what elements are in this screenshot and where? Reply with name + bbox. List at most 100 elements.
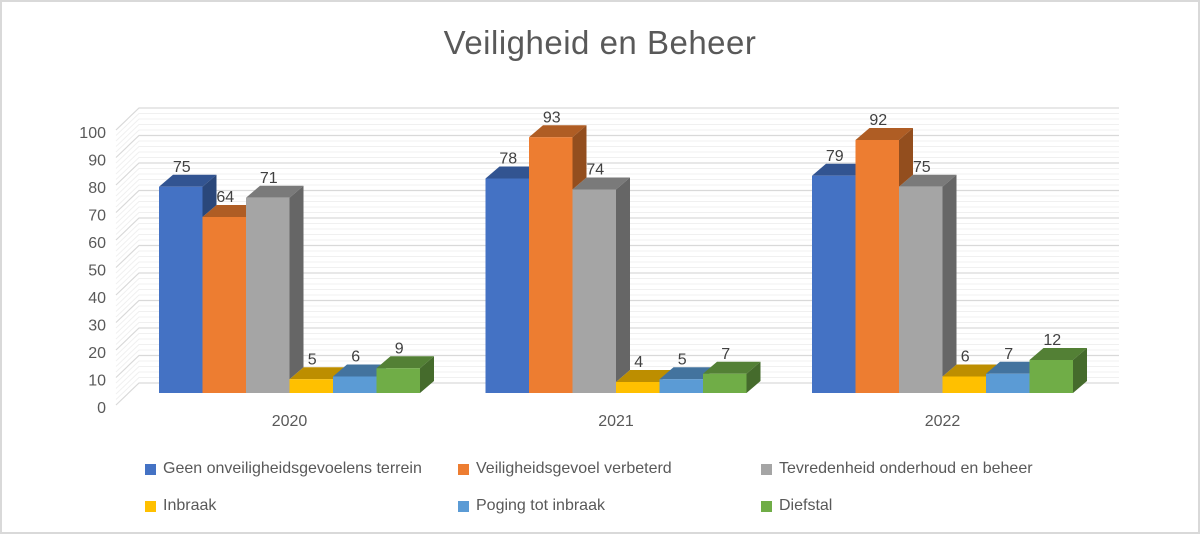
- bar-2020-veiligheidsgevoel-verbeterd: [202, 205, 260, 393]
- major-gridline: [115, 299, 1119, 323]
- bar-2021-tevredenheid-onderhoud-en-beheer: [572, 177, 630, 393]
- legend-swatch: [761, 500, 772, 512]
- legend-item-tevredenheid-onderhoud-en-beheer: Tevredenheid onderhoud en beheer: [761, 460, 1155, 478]
- minor-gridline: [115, 140, 1119, 164]
- minor-gridline: [115, 212, 1119, 235]
- bar-front-face: [529, 137, 573, 393]
- minor-gridline: [115, 371, 1119, 395]
- data-label: 75: [913, 159, 931, 176]
- legend-label: Diefstal: [779, 497, 833, 514]
- minor-gridline: [115, 311, 1119, 334]
- bar-top-face: [376, 356, 434, 369]
- minor-gridline: [115, 168, 1119, 191]
- legend: Geen onveiligheidsgevoelens terrein Veili…: [145, 460, 1155, 515]
- bar-front-face: [246, 197, 290, 393]
- bar-2022-poging-tot-inbraak: [986, 361, 1044, 393]
- legend-label: Tevredenheid onderhoud en beheer: [779, 460, 1033, 477]
- bar-group-2020: 75 64 71 5 6 9: [159, 159, 434, 393]
- bar-front-face: [703, 373, 747, 393]
- data-label: 71: [260, 170, 278, 187]
- bar-front-face: [289, 379, 333, 393]
- major-gridline: [115, 244, 1119, 268]
- x-category-label: 2022: [925, 413, 961, 430]
- y-tick-label: 20: [88, 345, 106, 362]
- bar-front-face: [333, 376, 377, 393]
- bar-front-face: [376, 368, 420, 393]
- bar-2022-veiligheidsgevoel-verbeterd: [855, 128, 913, 393]
- y-tick-label: 30: [88, 318, 106, 335]
- major-gridlines: [115, 107, 1119, 406]
- minor-gridline: [115, 124, 1119, 147]
- y-tick-label: 40: [88, 290, 106, 307]
- y-tick-label: 90: [88, 153, 106, 170]
- x-category-label: 2020: [272, 413, 308, 430]
- y-axis-tick-labels: 0 10 20 30 40 50 60 70 80 90 100: [79, 125, 106, 417]
- minor-gridline: [115, 113, 1119, 136]
- legend-swatch: [761, 463, 772, 475]
- bar-side-face: [616, 177, 630, 382]
- legend-swatch: [458, 463, 469, 475]
- minor-gridline: [115, 294, 1119, 318]
- bar-front-face: [159, 186, 203, 393]
- minor-gridline: [115, 305, 1119, 329]
- major-gridline: [115, 162, 1119, 186]
- data-label: 7: [721, 346, 730, 363]
- minor-gridline: [115, 195, 1119, 219]
- bar-side-face: [289, 185, 304, 380]
- minor-gridline: [115, 201, 1119, 224]
- bar-top-face: [942, 364, 1000, 377]
- legend-label: Inbraak: [163, 497, 217, 514]
- data-label: 9: [395, 340, 404, 357]
- minor-gridline: [115, 289, 1119, 312]
- x-category-label: 2021: [598, 413, 634, 430]
- minor-gridline: [115, 157, 1119, 180]
- data-label: 64: [216, 189, 234, 206]
- bar-top-face: [333, 364, 391, 377]
- bar-front-face: [986, 373, 1030, 393]
- minor-gridline: [115, 256, 1119, 279]
- minor-gridline: [115, 349, 1119, 373]
- bar-top-face: [812, 163, 870, 176]
- minor-gridline: [115, 151, 1119, 175]
- minor-gridline: [115, 250, 1119, 274]
- bar-side-face: [1073, 348, 1087, 393]
- bar-front-face: [899, 186, 943, 393]
- legend-item-veiligheidsgevoel-verbeterd: Veiligheidsgevoel verbeterd: [458, 460, 761, 478]
- bar-side-face: [420, 356, 434, 393]
- bar-2022-geen-onveiligheidsgevoelens-terrein: [812, 163, 870, 393]
- minor-gridline: [115, 118, 1119, 142]
- bar-front-face: [202, 217, 246, 393]
- data-label: 6: [351, 349, 360, 366]
- legend-label: Poging tot inbraak: [476, 497, 605, 514]
- major-gridline: [115, 107, 1119, 131]
- bar-2022-diefstal: [1029, 348, 1087, 393]
- bar-top-face: [659, 367, 717, 380]
- major-gridline: [115, 382, 1119, 406]
- bar-2020-geen-onveiligheidsgevoelens-terrein: [159, 174, 217, 393]
- data-label: 93: [543, 109, 561, 126]
- data-label: 75: [173, 159, 191, 176]
- major-gridline: [115, 217, 1119, 241]
- bar-front-face: [942, 376, 986, 393]
- legend-item-inbraak: Inbraak: [145, 497, 458, 515]
- legend-item-diefstal: Diefstal: [761, 497, 1155, 515]
- y-tick-label: 50: [88, 263, 106, 280]
- bar-top-face: [202, 205, 260, 217]
- legend-item-poging-tot-inbraak: Poging tot inbraak: [458, 497, 761, 515]
- minor-gridline: [115, 333, 1119, 356]
- bar-side-face: [899, 128, 913, 187]
- bar-top-face: [1029, 348, 1087, 360]
- major-gridline: [115, 354, 1119, 378]
- bar-top-face: [899, 174, 957, 187]
- legend-swatch: [145, 500, 156, 512]
- minor-gridline: [115, 366, 1119, 389]
- bar-front-face: [659, 379, 703, 393]
- legend-swatch: [145, 463, 156, 475]
- minor-gridline: [115, 223, 1119, 246]
- bar-top-face: [159, 174, 217, 187]
- data-label: 74: [586, 162, 604, 179]
- minor-gridline: [115, 184, 1119, 208]
- minor-gridline: [115, 234, 1119, 257]
- y-tick-label: 0: [97, 400, 106, 417]
